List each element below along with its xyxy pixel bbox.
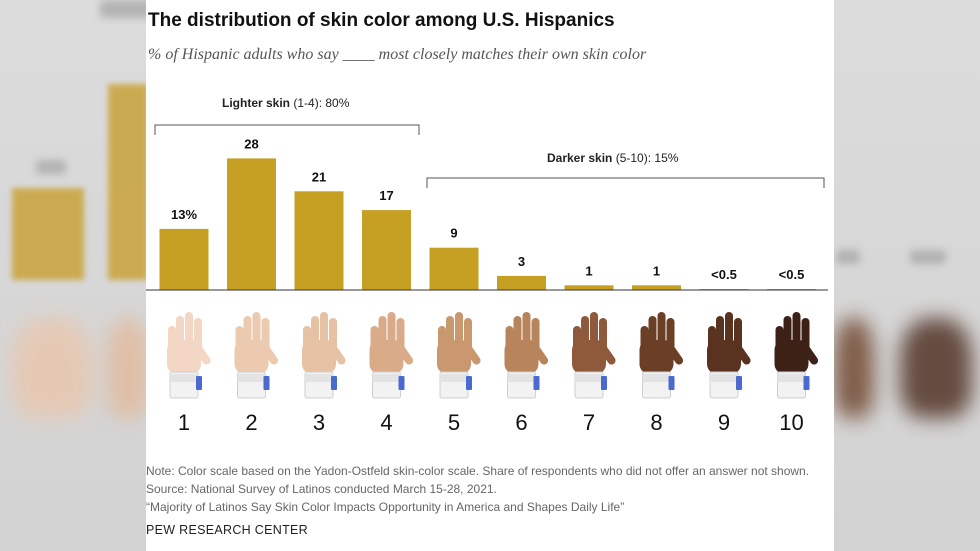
blurred-hand-left-2 <box>108 318 148 418</box>
value-label-4: 17 <box>379 188 393 203</box>
hand-icon-8 <box>639 312 684 399</box>
scale-number-10: 10 <box>779 410 803 435</box>
bars: 13% 28 21 17 9 3 1 1 <0.5 <0.5 <box>159 136 816 290</box>
value-label-6: 3 <box>518 254 525 269</box>
hand-icon-3 <box>302 312 346 399</box>
scale-number-2: 2 <box>245 410 257 435</box>
bar-6 <box>497 275 546 290</box>
chart-subtitle: % of Hispanic adults who say ____ most c… <box>148 46 647 63</box>
scale-number-4: 4 <box>380 410 392 435</box>
bar-5 <box>429 247 479 290</box>
lighter-skin-group: Lighter skin <box>222 96 291 110</box>
bar-4 <box>362 210 411 290</box>
hand-icon-1 <box>167 312 211 399</box>
group-brackets <box>154 124 825 188</box>
brand-name: PEW RESEARCH CENTER <box>146 523 308 537</box>
value-label-9: <0.5 <box>711 267 737 282</box>
bar-8 <box>632 285 681 290</box>
blurred-hand-right-2 <box>900 318 972 418</box>
blurred-label-left <box>36 160 66 174</box>
source-text: Source: National Survey of Latinos condu… <box>146 482 497 496</box>
darker-skin-label: Darker skin (5-10): 15% <box>547 151 678 165</box>
darker-skin-share: (5-10): 15% <box>615 151 679 165</box>
blurred-label-right-2 <box>910 250 946 264</box>
darker-skin-group: Darker skin <box>547 151 613 165</box>
scale-number-9: 9 <box>718 410 730 435</box>
note-text: Note: Color scale based on the Yadon-Ost… <box>146 464 810 478</box>
bar-7 <box>564 285 614 290</box>
hands: 1 2 3 4 5 6 7 8 9 10 <box>167 312 819 435</box>
hand-icon-2 <box>234 312 279 399</box>
value-label-8: 1 <box>653 263 660 278</box>
darker-skin-bracket <box>426 177 825 188</box>
scale-number-6: 6 <box>515 410 527 435</box>
bar-3 <box>294 191 344 290</box>
blurred-hand-right-1 <box>834 318 874 418</box>
bar-1 <box>159 228 209 290</box>
value-label-5: 9 <box>450 226 457 241</box>
value-label-7: 1 <box>585 263 592 278</box>
scale-number-8: 8 <box>650 410 662 435</box>
blurred-bar-left-1 <box>12 188 84 280</box>
blurred-bar-left-2 <box>108 84 148 280</box>
scale-number-1: 1 <box>178 410 190 435</box>
report-title: “Majority of Latinos Say Skin Color Impa… <box>146 500 625 514</box>
lighter-skin-label: Lighter skin (1-4): 80% <box>222 96 349 110</box>
scale-number-3: 3 <box>313 410 325 435</box>
hand-icon-10 <box>774 312 819 399</box>
bar-2 <box>227 158 276 290</box>
hand-icon-6 <box>504 312 549 399</box>
scale-number-5: 5 <box>448 410 460 435</box>
hand-icon-4 <box>369 312 414 399</box>
hand-icon-9 <box>707 312 751 399</box>
value-label-2: 28 <box>244 136 258 151</box>
scale-number-7: 7 <box>583 410 595 435</box>
hand-icon-5 <box>437 312 481 399</box>
blurred-label-right-1 <box>836 250 860 264</box>
value-label-3: 21 <box>312 169 326 184</box>
hand-icon-7 <box>572 312 616 399</box>
lighter-skin-bracket <box>154 124 420 135</box>
value-label-10: <0.5 <box>779 267 805 282</box>
blurred-hand-left-1 <box>12 318 92 418</box>
lighter-skin-share: (1-4): 80% <box>293 96 350 110</box>
value-label-1: 13% <box>171 207 197 222</box>
chart-title: The distribution of skin color among U.S… <box>148 10 615 31</box>
